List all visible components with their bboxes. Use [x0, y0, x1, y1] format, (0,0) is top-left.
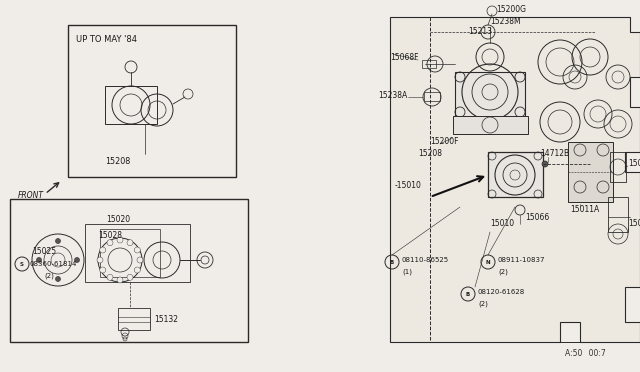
Bar — [455, 72, 525, 132]
Text: 15010: 15010 — [490, 219, 514, 228]
Circle shape — [542, 161, 548, 167]
Text: B: B — [466, 292, 470, 296]
Text: UP TO MAY '84: UP TO MAY '84 — [76, 35, 137, 44]
Text: 08110-86525: 08110-86525 — [402, 257, 449, 263]
Circle shape — [127, 274, 133, 280]
Text: B: B — [390, 260, 394, 264]
Text: 15020: 15020 — [106, 215, 130, 224]
Text: (1): (1) — [402, 269, 412, 275]
Circle shape — [36, 257, 42, 263]
Text: 08911-10837: 08911-10837 — [498, 257, 545, 263]
Text: 15050: 15050 — [628, 219, 640, 228]
Bar — [424, 92, 440, 101]
Bar — [610, 152, 626, 182]
Bar — [85, 224, 190, 282]
Circle shape — [134, 247, 140, 253]
Bar — [105, 86, 157, 124]
Text: 15011A: 15011A — [570, 205, 599, 215]
Text: 15238A: 15238A — [378, 90, 407, 99]
Text: 15208: 15208 — [106, 157, 131, 167]
Text: S: S — [20, 262, 24, 266]
Polygon shape — [390, 17, 640, 342]
Bar — [608, 197, 628, 232]
Text: 15200G: 15200G — [496, 6, 526, 15]
Text: 15025: 15025 — [32, 247, 56, 257]
Text: 14712B: 14712B — [540, 150, 569, 158]
Bar — [10, 199, 248, 342]
Text: A:50  00:7: A:50 00:7 — [565, 350, 605, 359]
Bar — [100, 229, 160, 277]
Circle shape — [97, 257, 103, 263]
Circle shape — [56, 238, 61, 244]
Circle shape — [74, 257, 79, 263]
Circle shape — [117, 237, 123, 243]
Circle shape — [100, 247, 106, 253]
Text: -15010: -15010 — [395, 182, 422, 190]
Bar — [568, 142, 613, 202]
Text: 15132: 15132 — [154, 314, 178, 324]
Text: 15213: 15213 — [468, 28, 492, 36]
Circle shape — [117, 277, 123, 283]
Text: N: N — [486, 260, 490, 264]
Text: FRONT: FRONT — [18, 190, 44, 199]
Text: (2): (2) — [478, 301, 488, 307]
Bar — [422, 60, 436, 68]
Text: 15208: 15208 — [418, 150, 442, 158]
Circle shape — [134, 267, 140, 273]
Text: 15200F: 15200F — [430, 138, 458, 147]
Text: (2): (2) — [44, 273, 54, 279]
Circle shape — [107, 274, 113, 280]
Text: 15066: 15066 — [525, 212, 549, 221]
Circle shape — [127, 240, 133, 246]
Text: 15053: 15053 — [628, 160, 640, 169]
Circle shape — [107, 240, 113, 246]
Text: (2): (2) — [498, 269, 508, 275]
Text: 08360-61814: 08360-61814 — [30, 261, 77, 267]
Text: 15028: 15028 — [98, 231, 122, 240]
Text: 08120-61628: 08120-61628 — [478, 289, 525, 295]
Circle shape — [137, 257, 143, 263]
Bar — [453, 116, 528, 134]
Bar — [68, 25, 236, 177]
Circle shape — [100, 267, 106, 273]
Text: 15068F: 15068F — [390, 52, 419, 61]
Text: 15238M: 15238M — [490, 17, 520, 26]
Circle shape — [56, 276, 61, 282]
Bar — [118, 308, 150, 330]
Bar — [488, 152, 543, 197]
